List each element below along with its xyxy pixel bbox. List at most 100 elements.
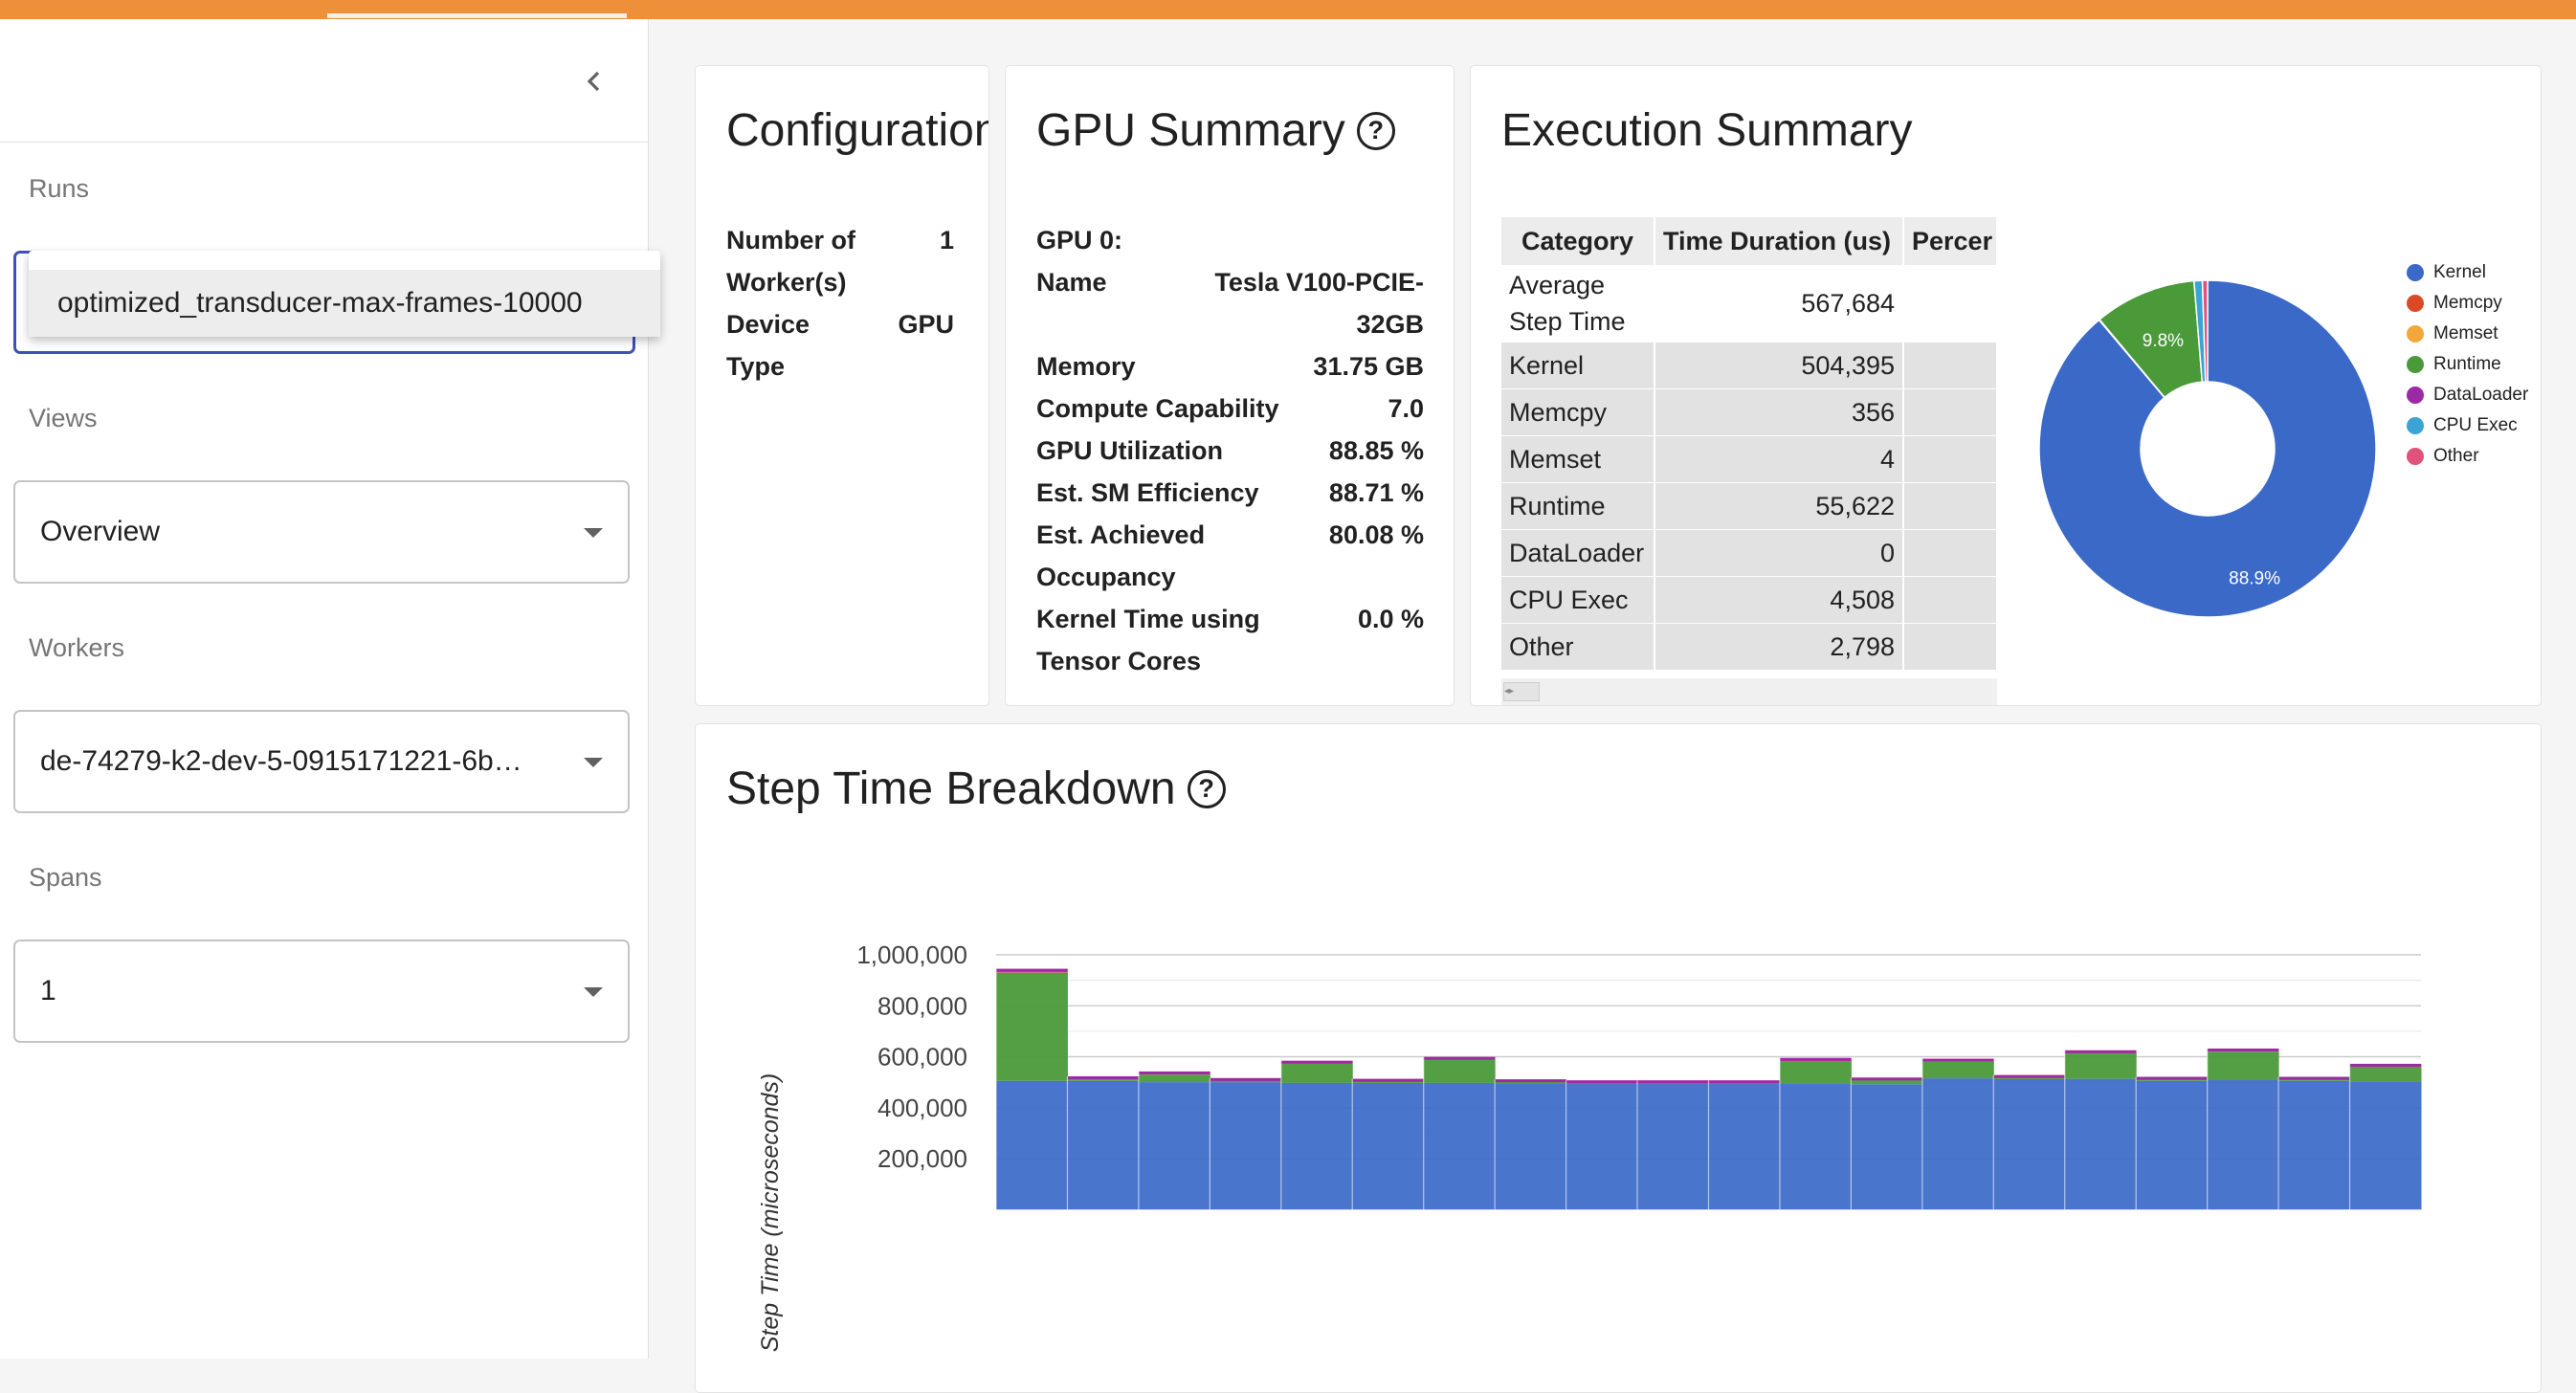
- workers-select-value: de-74279-k2-dev-5-0915171221-6b…: [40, 745, 522, 777]
- legend-swatch: [2407, 356, 2424, 373]
- legend-swatch: [2407, 295, 2424, 312]
- gpu-value: 31.75 GB: [1313, 352, 1424, 381]
- legend-label: Memcpy: [2433, 293, 2502, 313]
- percent-cell: [1903, 435, 1998, 483]
- scrollbar-thumb[interactable]: ◂▸: [1503, 682, 1540, 701]
- step-bar-runtime[interactable]: [1423, 1059, 1496, 1083]
- legend-item[interactable]: Runtime: [2407, 349, 2528, 380]
- step-bar-kernel[interactable]: [1637, 1083, 1709, 1210]
- step-bar-kernel[interactable]: [1423, 1082, 1496, 1210]
- step-bar-kernel[interactable]: [1921, 1078, 1994, 1210]
- column-header[interactable]: Category: [1501, 217, 1655, 265]
- help-icon[interactable]: ?: [1356, 111, 1395, 150]
- gpu-row: Est. Achieved Occupancy 80.08 %: [1036, 514, 1424, 598]
- dropdown-arrow-icon: [584, 987, 603, 997]
- step-bar-kernel[interactable]: [2136, 1080, 2209, 1210]
- sidebar-divider: [0, 142, 648, 143]
- spans-select[interactable]: 1: [13, 940, 630, 1043]
- gpu-summary-title: GPU Summary ?: [1036, 104, 1395, 157]
- legend-item[interactable]: CPU Exec: [2407, 410, 2528, 441]
- step-bar-runtime[interactable]: [1495, 1081, 1567, 1084]
- workers-select[interactable]: de-74279-k2-dev-5-0915171221-6b…: [13, 710, 630, 813]
- step-bar-kernel[interactable]: [1210, 1082, 1282, 1210]
- step-bar-kernel[interactable]: [2349, 1081, 2422, 1210]
- step-bar-runtime[interactable]: [1352, 1080, 1425, 1083]
- step-bar-kernel[interactable]: [1352, 1082, 1425, 1210]
- step-bar-kernel[interactable]: [1280, 1082, 1353, 1210]
- duration-cell: 504,395: [1654, 342, 1904, 389]
- step-bar-runtime[interactable]: [2136, 1078, 2209, 1081]
- step-bar-runtime[interactable]: [2349, 1066, 2422, 1082]
- table-row: Kernel 504,395: [1501, 342, 1998, 389]
- config-value: 1: [939, 226, 954, 254]
- column-header[interactable]: Time Duration (us): [1654, 217, 1904, 265]
- table-horizontal-scrollbar[interactable]: ◂▸: [1501, 678, 1997, 705]
- legend-item[interactable]: Memset: [2407, 319, 2528, 349]
- step-bar-runtime[interactable]: [1779, 1061, 1852, 1084]
- step-bar-kernel[interactable]: [1851, 1084, 1923, 1210]
- step-bar-runtime[interactable]: [1138, 1074, 1210, 1083]
- step-bar-dataloader-edge: [2136, 1076, 2208, 1080]
- y-tick-label: 800,000: [877, 991, 967, 1020]
- table-row: Memcpy 356: [1501, 388, 1998, 436]
- gpu-value: Tesla V100-PCIE-32GB: [1214, 268, 1424, 339]
- percent-cell: [1903, 342, 1998, 389]
- step-bar-runtime[interactable]: [2278, 1078, 2351, 1081]
- table-row: CPU Exec 4,508: [1501, 576, 1998, 624]
- gpu-summary-card: GPU Summary ? GPU 0: Name Tesla V100-PCI…: [1005, 65, 1455, 706]
- gpu-row: Compute Capability 7.0: [1036, 387, 1424, 430]
- gpu-key: Compute Capability: [1036, 394, 1279, 423]
- pie-legend: Kernel Memcpy Memset Runtime DataLoader CPU E…: [2407, 257, 2528, 472]
- step-bar-dataloader-edge: [1210, 1077, 1281, 1081]
- step-bar-kernel[interactable]: [1779, 1083, 1852, 1210]
- step-bar-kernel[interactable]: [1993, 1078, 2066, 1210]
- workers-label: Workers: [29, 633, 125, 662]
- pie-slice-kernel[interactable]: [2038, 279, 2377, 618]
- execution-pie-chart: 88.9% 9.8%: [2038, 279, 2377, 618]
- dropdown-arrow-icon: [584, 528, 603, 538]
- step-bar-kernel[interactable]: [1067, 1080, 1140, 1210]
- step-bar-runtime[interactable]: [1993, 1076, 2066, 1079]
- step-bar-dataloader-edge: [1637, 1080, 1709, 1084]
- step-bar-runtime[interactable]: [996, 972, 1068, 1081]
- views-select-value: Overview: [40, 516, 161, 547]
- step-bar-runtime[interactable]: [2207, 1051, 2279, 1080]
- step-bar-dataloader-edge: [996, 968, 1068, 972]
- runs-option[interactable]: optimized_transducer-max-frames-10000: [29, 270, 660, 337]
- step-bar-kernel[interactable]: [2064, 1078, 2137, 1210]
- column-header[interactable]: Percer: [1903, 217, 1998, 265]
- step-bar-dataloader-edge: [1851, 1077, 1922, 1081]
- step-bar-kernel[interactable]: [1138, 1082, 1210, 1210]
- step-bar-kernel[interactable]: [996, 1080, 1068, 1210]
- config-row: Number of Worker(s) 1: [726, 219, 975, 303]
- step-bar-runtime[interactable]: [1280, 1063, 1353, 1083]
- table-header-row: Category Time Duration (us) Percer: [1501, 217, 1998, 265]
- legend-item[interactable]: Other: [2407, 441, 2528, 472]
- step-bar-dataloader-edge: [2064, 1050, 2137, 1053]
- gpu-key: Est. SM Efficiency: [1036, 478, 1259, 507]
- category-cell: Runtime: [1501, 482, 1655, 530]
- step-bar-kernel[interactable]: [1566, 1083, 1638, 1210]
- legend-item[interactable]: DataLoader: [2407, 380, 2528, 410]
- legend-item[interactable]: Memcpy: [2407, 288, 2528, 319]
- step-bar-runtime[interactable]: [2064, 1053, 2137, 1079]
- legend-swatch: [2407, 417, 2424, 434]
- duration-cell: 0: [1654, 529, 1904, 577]
- step-bar-kernel[interactable]: [2278, 1080, 2351, 1210]
- step-bar-runtime[interactable]: [1067, 1078, 1140, 1081]
- help-icon[interactable]: ?: [1187, 769, 1226, 808]
- pie-slice-other[interactable]: [2201, 279, 2209, 383]
- step-bar-runtime[interactable]: [1851, 1079, 1923, 1085]
- step-bar-kernel[interactable]: [1495, 1083, 1567, 1210]
- legend-item[interactable]: Kernel: [2407, 257, 2528, 288]
- duration-cell: 4,508: [1654, 576, 1904, 624]
- step-bar-runtime[interactable]: [1921, 1061, 1994, 1079]
- views-select[interactable]: Overview: [13, 480, 630, 584]
- step-bar-kernel[interactable]: [2207, 1079, 2279, 1210]
- step-bar-kernel[interactable]: [1708, 1083, 1781, 1210]
- collapse-sidebar-button[interactable]: [572, 59, 616, 103]
- step-bar-runtime[interactable]: [1210, 1079, 1282, 1083]
- gpu-row: Memory 31.75 GB: [1036, 345, 1424, 387]
- gpu-value: 0.0 %: [1357, 605, 1424, 633]
- step-bar-dataloader-edge: [2349, 1063, 2421, 1067]
